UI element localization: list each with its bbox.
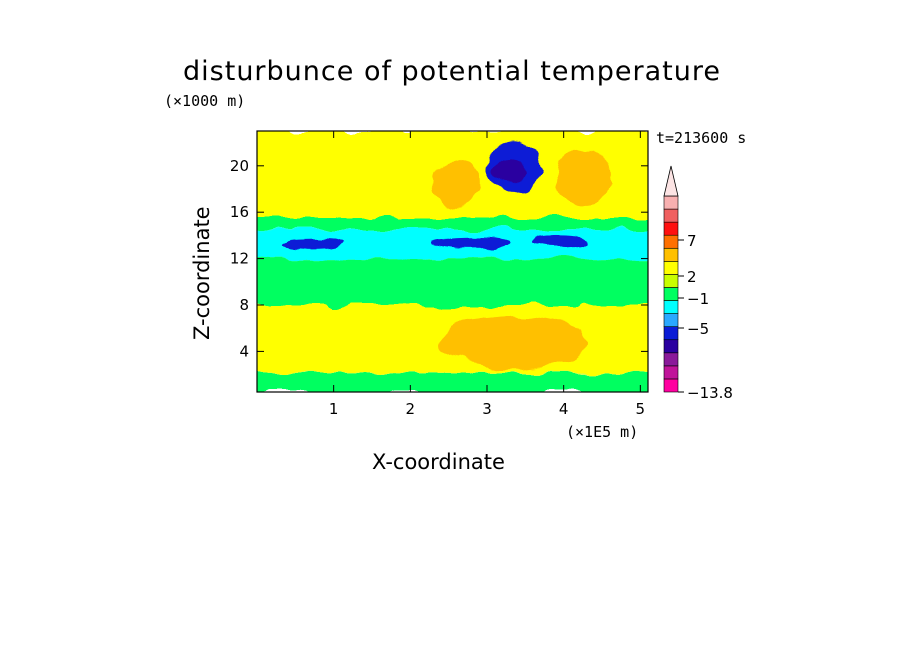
colorbar-swatch bbox=[663, 287, 679, 301]
field-surface-layer bbox=[257, 372, 648, 392]
colorbar-swatch bbox=[663, 339, 679, 354]
colorbar-swatch bbox=[663, 352, 679, 367]
y-tick-label: 16 bbox=[230, 203, 249, 221]
field-lower-orange bbox=[440, 316, 587, 369]
x-axis-label: X-coordinate bbox=[372, 450, 505, 474]
chart-title: disturbunce of potential temperature bbox=[183, 56, 721, 87]
time-label: t=213600 s bbox=[656, 129, 747, 147]
colorbar-swatch bbox=[663, 326, 679, 341]
field-mid-green bbox=[257, 258, 648, 305]
y-tick-label: 4 bbox=[239, 342, 249, 360]
field-darkblue-core bbox=[494, 158, 526, 184]
colorbar-tick-label: −1 bbox=[687, 290, 709, 308]
colorbar-swatch bbox=[663, 261, 679, 275]
x-axis-unit: (×1E5 m) bbox=[566, 423, 639, 441]
field-blue-streak-2 bbox=[433, 237, 510, 250]
x-tick-label: 3 bbox=[482, 400, 492, 418]
colorbar-extend-arrow bbox=[663, 165, 679, 197]
colorbar-tick-label: −5 bbox=[687, 320, 709, 338]
colorbar-swatch bbox=[663, 247, 679, 262]
colorbar-swatch bbox=[663, 300, 679, 314]
colorbar: 7 2 −1 −5 −13.8 bbox=[663, 165, 733, 402]
x-tick-label: 4 bbox=[559, 400, 569, 418]
field-orange-blob-2 bbox=[556, 148, 610, 207]
colorbar-swatch bbox=[663, 208, 679, 223]
colorbar-swatch bbox=[663, 313, 679, 327]
y-axis-unit: (×1000 m) bbox=[164, 92, 246, 110]
y-tick-label: 8 bbox=[239, 296, 249, 314]
colorbar-tick-label: −13.8 bbox=[687, 384, 733, 402]
colorbar-tick-label: 2 bbox=[687, 268, 697, 286]
y-tick-label: 20 bbox=[230, 157, 249, 175]
colorbar-swatch bbox=[663, 221, 679, 236]
colorbar-swatch bbox=[663, 274, 679, 288]
colorbar-tick-label: 7 bbox=[687, 232, 697, 250]
x-tick-label: 1 bbox=[329, 400, 339, 418]
x-tick-label: 2 bbox=[406, 400, 416, 418]
y-tick-label: 12 bbox=[230, 250, 249, 268]
colorbar-swatch bbox=[663, 378, 679, 393]
colorbar-swatch bbox=[663, 234, 679, 249]
field-blue-streak-3 bbox=[533, 235, 587, 247]
field-orange-blob-1 bbox=[433, 160, 480, 207]
colorbar-swatch bbox=[663, 195, 679, 210]
colorbar-swatch bbox=[663, 365, 679, 380]
field-blue-streak-1 bbox=[283, 237, 342, 250]
x-tick-label: 5 bbox=[636, 400, 646, 418]
